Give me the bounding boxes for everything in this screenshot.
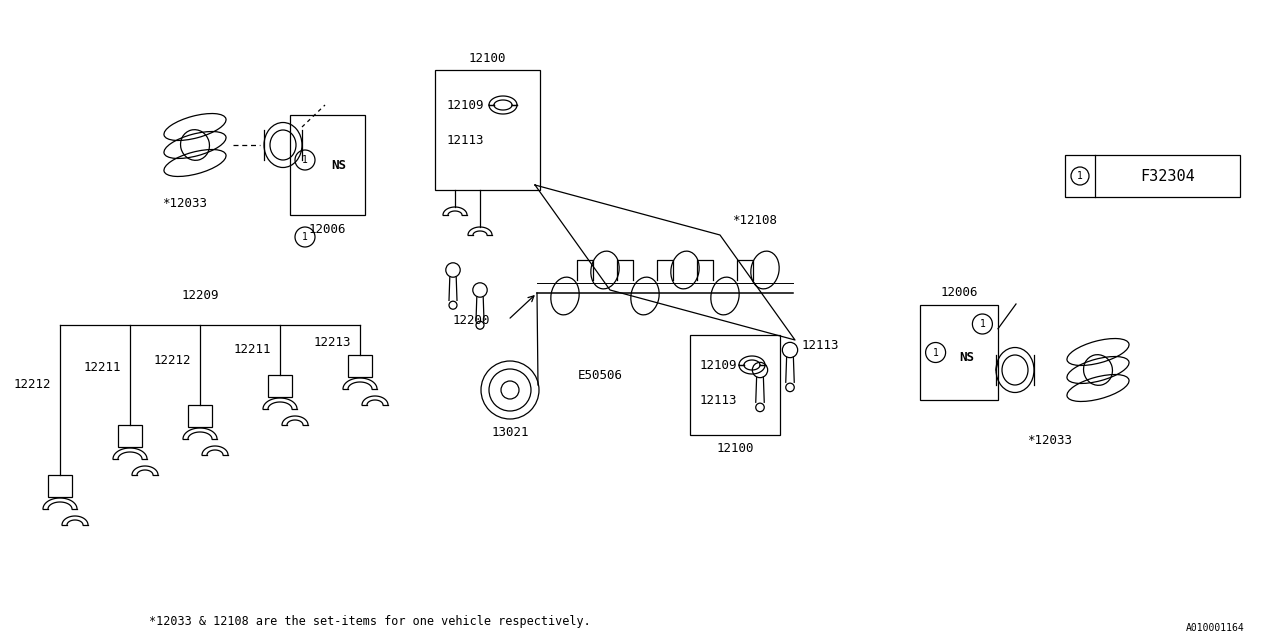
Text: 12212: 12212 (13, 378, 51, 391)
Text: F32304: F32304 (1140, 168, 1194, 184)
Text: 12213: 12213 (314, 336, 351, 349)
Text: *12033: *12033 (1028, 433, 1073, 447)
Text: 12211: 12211 (83, 360, 120, 374)
Bar (291, 115, 365, 215)
Bar (920, 305, 998, 400)
Text: 12200: 12200 (453, 314, 490, 326)
Text: 1: 1 (979, 319, 986, 329)
Text: 1: 1 (302, 232, 308, 242)
Text: NS: NS (332, 159, 347, 172)
Text: 12100: 12100 (717, 442, 754, 454)
Bar (268, 375, 292, 397)
Bar (435, 70, 540, 190)
Text: 12113: 12113 (801, 339, 838, 351)
Text: *12033: *12033 (163, 196, 207, 209)
Text: *12108: *12108 (732, 214, 777, 227)
Text: 1: 1 (1076, 171, 1083, 181)
Text: E50506: E50506 (577, 369, 622, 381)
Bar (118, 425, 142, 447)
Text: 12006: 12006 (941, 285, 978, 298)
Text: 12109: 12109 (699, 358, 737, 371)
Text: 12209: 12209 (182, 289, 219, 301)
Text: 12109: 12109 (447, 99, 484, 111)
Bar (188, 405, 212, 427)
Text: 13021: 13021 (492, 426, 529, 438)
Bar (348, 355, 372, 377)
Text: 12113: 12113 (699, 394, 737, 406)
Text: 12113: 12113 (447, 134, 484, 147)
Text: 1: 1 (302, 155, 308, 165)
Bar (690, 335, 780, 435)
Text: 12100: 12100 (468, 51, 507, 65)
Bar (1065, 155, 1240, 197)
Text: NS: NS (959, 351, 974, 364)
Bar (49, 475, 72, 497)
Text: 12212: 12212 (154, 353, 191, 367)
Text: A010001164: A010001164 (1185, 623, 1244, 633)
Text: 12006: 12006 (308, 223, 347, 236)
Text: 12211: 12211 (233, 343, 271, 356)
Text: 1: 1 (933, 348, 938, 358)
Text: *12033 & 12108 are the set-items for one vehicle respectively.: *12033 & 12108 are the set-items for one… (150, 616, 591, 628)
